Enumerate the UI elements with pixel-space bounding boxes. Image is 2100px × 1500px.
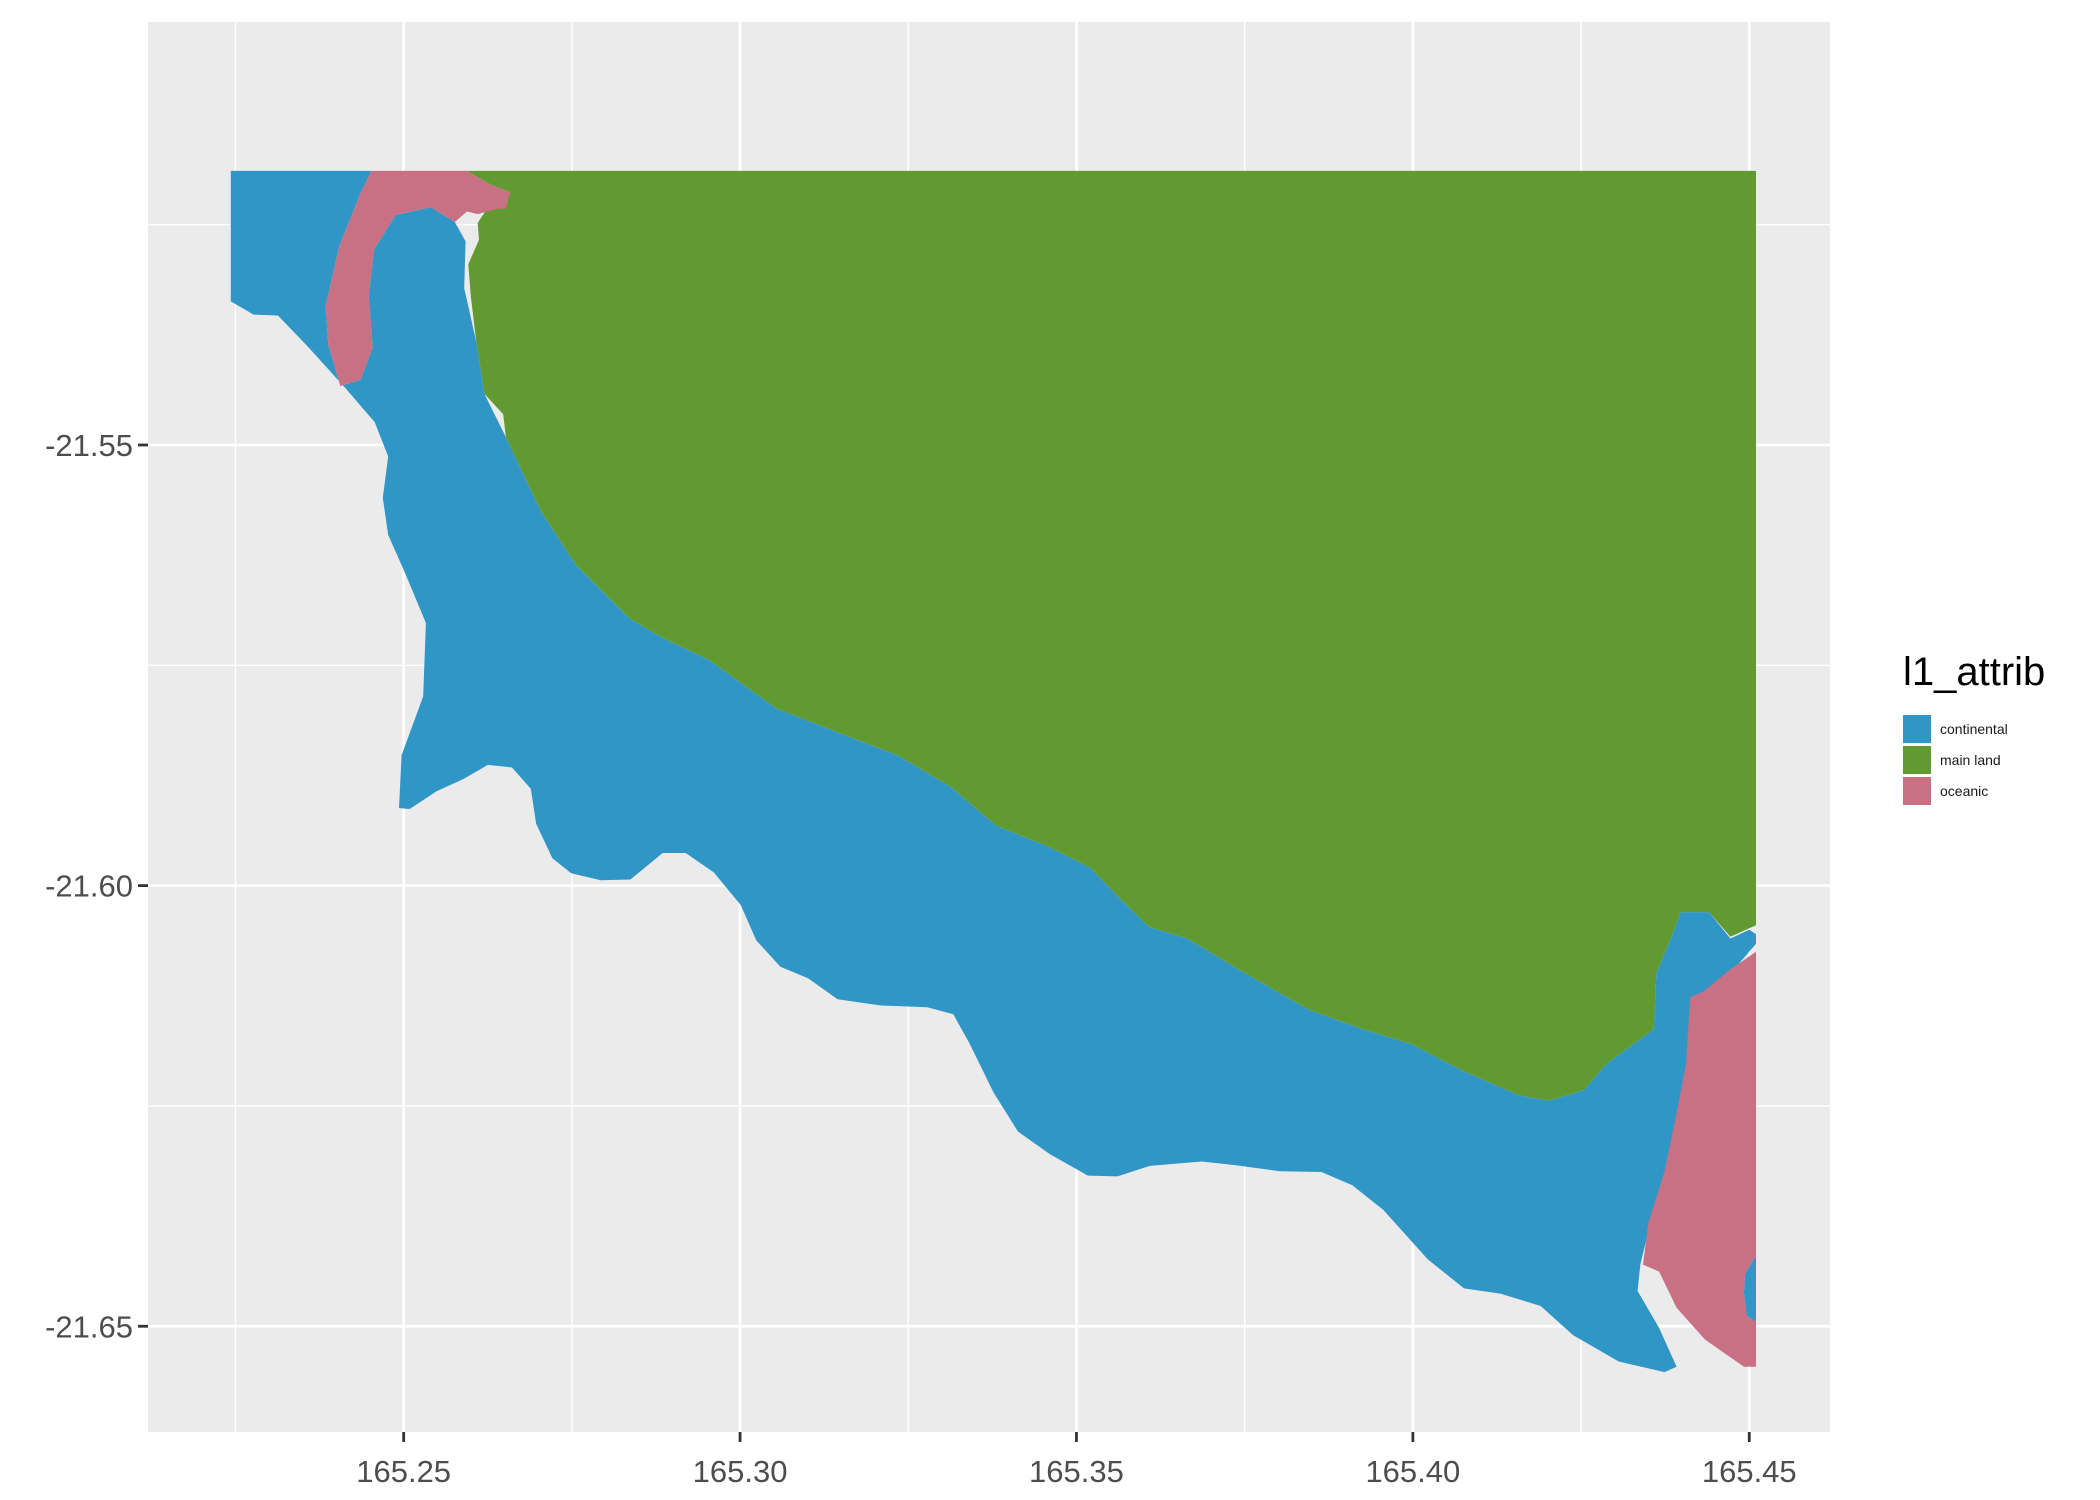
x-tick-label: 165.40 <box>1365 1454 1460 1489</box>
region-continental <box>1743 1255 1756 1322</box>
region-continental <box>230 170 1756 1373</box>
x-tick-label: 165.25 <box>356 1454 451 1489</box>
x-tick-label: 165.45 <box>1702 1454 1797 1489</box>
region-main-land <box>466 170 1756 1101</box>
legend: l1_attrib continental main land oceanic <box>1903 650 2045 805</box>
legend-label-main-land: main land <box>1940 752 2001 768</box>
x-tick-label: 165.35 <box>1029 1454 1124 1489</box>
region-oceanic <box>325 170 510 386</box>
legend-items: continental main land oceanic <box>1903 715 2008 805</box>
legend-key-main-land <box>1903 746 1931 774</box>
map-regions <box>230 170 1756 1373</box>
y-axis: -21.55 -21.60 -21.65 <box>45 428 148 1344</box>
region-oceanic <box>1643 951 1756 1367</box>
legend-key-oceanic <box>1903 777 1931 805</box>
legend-label-continental: continental <box>1940 721 2008 737</box>
legend-label-oceanic: oceanic <box>1940 783 1988 799</box>
y-tick-label: -21.65 <box>45 1309 133 1344</box>
legend-title: l1_attrib <box>1903 650 2045 694</box>
y-tick-label: -21.60 <box>45 869 133 904</box>
y-tick-label: -21.55 <box>45 428 133 463</box>
x-axis: 165.25 165.30 165.35 165.40 165.45 <box>356 1432 1797 1489</box>
x-tick-label: 165.30 <box>693 1454 788 1489</box>
legend-key-continental <box>1903 715 1931 743</box>
